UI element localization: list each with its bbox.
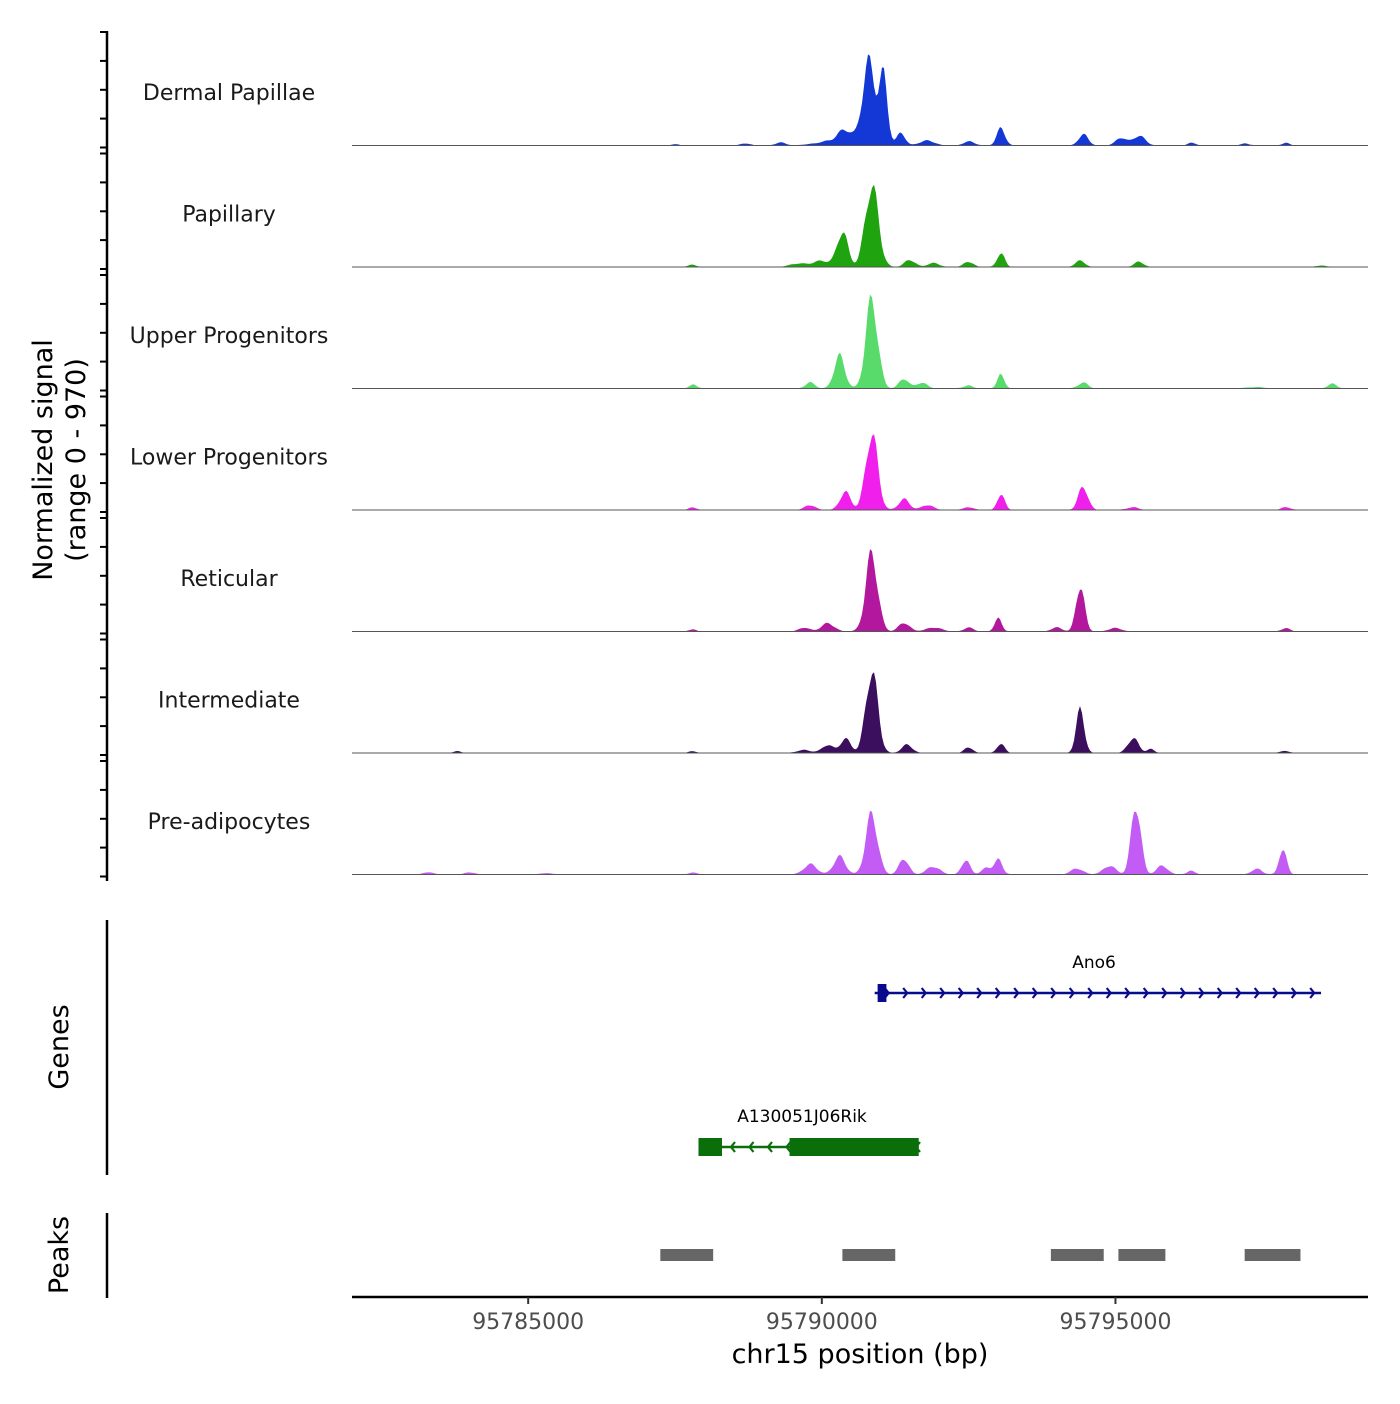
x-axis-title: chr15 position (bp): [732, 1339, 989, 1370]
track-lower-progenitors: Lower Progenitors: [130, 434, 1368, 511]
exon-block: [789, 1138, 919, 1156]
signal-area-upper-progenitors: [352, 294, 1368, 389]
peak-region: [842, 1249, 896, 1261]
peak-region: [1244, 1249, 1301, 1261]
gene-label: A130051J06Rik: [737, 1107, 867, 1127]
track-label: Lower Progenitors: [130, 446, 328, 471]
peaks-panel: [660, 1249, 1301, 1261]
track-upper-progenitors: Upper Progenitors: [130, 294, 1368, 389]
genes-panel: Ano6 A130051J06Rik: [698, 953, 1322, 1156]
signal-area-lower-progenitors: [352, 434, 1368, 510]
signal-area-reticular: [352, 549, 1368, 632]
signal-area-dermal-papillae: [352, 54, 1368, 146]
peaks-panel-title: Peaks: [44, 1216, 75, 1294]
signal-area-papillary: [352, 184, 1368, 267]
track-dermal-papillae: Dermal Papillae: [143, 54, 1368, 146]
signal-area-intermediate: [352, 672, 1368, 753]
track-label: Papillary: [182, 203, 276, 228]
track-label: Intermediate: [158, 689, 300, 714]
x-axis: 95785000 95790000 95795000: [352, 1295, 1368, 1335]
track-label: Pre-adipocytes: [148, 810, 311, 835]
signal-y-axis: [100, 31, 109, 881]
track-papillary: Papillary: [182, 184, 1368, 268]
gene-label: Ano6: [1072, 953, 1116, 973]
peak-region: [1118, 1249, 1166, 1261]
track-label: Upper Progenitors: [130, 324, 329, 349]
gene-ano6: Ano6: [874, 953, 1322, 1002]
x-tick-label: 95785000: [472, 1310, 584, 1335]
genes-panel-title: Genes: [44, 1004, 75, 1089]
peak-region: [1050, 1249, 1104, 1261]
track-pre-adipocytes: Pre-adipocytes: [148, 810, 1368, 875]
gene-a130051j06rik: A130051J06Rik: [698, 1107, 921, 1156]
x-tick-label: 95790000: [766, 1310, 878, 1335]
strand-direction-arrows: [883, 987, 1316, 999]
y-axis-title-line-2: (range 0 - 970): [61, 358, 92, 562]
exon-block: [877, 984, 887, 1002]
track-label: Reticular: [180, 567, 278, 592]
y-axis-title-line-1: Normalized signal: [28, 339, 59, 581]
exon-block: [698, 1138, 722, 1156]
peak-region: [660, 1249, 714, 1261]
track-label: Dermal Papillae: [143, 81, 315, 106]
x-tick-label: 95795000: [1059, 1310, 1171, 1335]
track-reticular: Reticular: [180, 549, 1368, 632]
track-intermediate: Intermediate: [158, 672, 1368, 754]
signal-tracks: Dermal Papillae Papillary Upper Progenitor…: [130, 54, 1368, 875]
signal-area-pre-adipocytes: [352, 810, 1368, 875]
